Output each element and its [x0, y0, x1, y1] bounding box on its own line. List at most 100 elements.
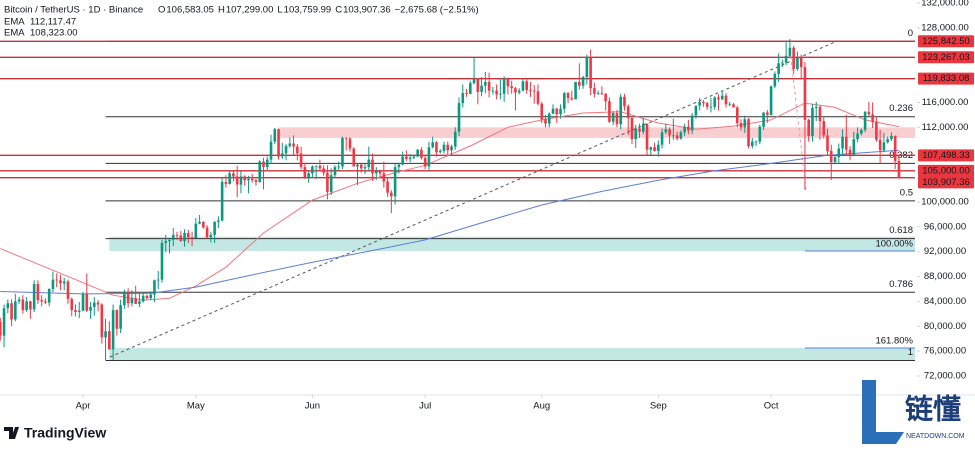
- watermark-text: 链懂: [905, 393, 961, 424]
- candle-body: [837, 148, 841, 158]
- zone: [278, 127, 915, 138]
- price-tag: [918, 51, 974, 64]
- candle-body: [243, 176, 246, 181]
- fib-label: 0.236: [889, 103, 913, 114]
- candle-body: [119, 305, 122, 329]
- candle-body: [382, 173, 386, 182]
- candle-body: [284, 145, 288, 154]
- candle-body: [220, 182, 224, 221]
- candle-body: [713, 97, 716, 107]
- candle-body: [296, 146, 299, 154]
- legend: Bitcoin / TetherUS · 1D · Binance EMA 112…: [4, 5, 479, 39]
- candle-body: [25, 301, 28, 311]
- candle-body: [822, 121, 826, 136]
- candle-body: [641, 123, 645, 132]
- candle-body: [0, 321, 2, 336]
- candle-body: [416, 149, 419, 157]
- candle-body: [833, 157, 837, 163]
- candle-body: [446, 144, 450, 151]
- candle-body: [183, 233, 186, 242]
- fib-label: 1: [908, 347, 913, 358]
- candle-body: [476, 78, 480, 92]
- candle-body: [672, 135, 675, 137]
- extension-label: 100.00%: [875, 239, 913, 250]
- candle-body: [130, 298, 134, 304]
- fib-label: 0.5: [900, 187, 913, 198]
- price-tag-label: 107,498.33: [922, 150, 970, 161]
- candle-body: [111, 310, 115, 350]
- candle-body: [44, 301, 47, 303]
- candle-body: [450, 146, 453, 151]
- ohlc-value: 107,299.00: [226, 5, 274, 16]
- candle-body: [17, 299, 21, 302]
- candle-body: [630, 118, 634, 140]
- x-tick-label: Jun: [305, 401, 320, 412]
- candle-body: [897, 161, 901, 178]
- candle-body: [235, 176, 239, 185]
- y-tick-label: 88,000.00: [924, 271, 966, 282]
- candle-body: [514, 88, 517, 93]
- candle-body: [510, 86, 513, 89]
- candle-body: [292, 143, 295, 147]
- candle-body: [762, 112, 765, 127]
- candle-body: [818, 106, 822, 122]
- zones: [109, 127, 916, 361]
- candle-body: [363, 167, 367, 169]
- candle-body: [250, 178, 254, 181]
- y-tick-label: 100,000.00: [921, 196, 969, 207]
- candle-body: [563, 93, 566, 109]
- candle-body: [438, 150, 442, 153]
- candle-body: [461, 93, 465, 104]
- candle-body: [506, 78, 510, 87]
- candle-body: [254, 180, 258, 183]
- candle-body: [735, 107, 739, 123]
- candle-body: [863, 111, 867, 130]
- candle-body: [698, 101, 701, 106]
- candle-body: [322, 168, 325, 173]
- candle-body: [145, 295, 149, 299]
- candle-body: [589, 57, 592, 89]
- candle-body: [6, 303, 10, 309]
- candle-body: [149, 294, 152, 299]
- price-tag-label: 123,267.03: [922, 52, 970, 63]
- candle-body: [442, 144, 446, 151]
- candle-body: [570, 98, 574, 100]
- candle-body: [96, 302, 100, 305]
- candle-body: [21, 299, 25, 311]
- candle-body: [551, 108, 555, 114]
- candle-body: [683, 126, 686, 133]
- y-tick-label: 128,000.00: [921, 22, 969, 33]
- candle-body: [2, 308, 6, 336]
- ohlc-key: C: [335, 5, 342, 16]
- candle-body: [62, 281, 66, 284]
- candle-body: [751, 141, 754, 146]
- candle-body: [720, 95, 724, 100]
- candle-body: [10, 303, 13, 320]
- price-tag: [918, 72, 974, 85]
- tradingview-logo: TradingView: [4, 425, 106, 441]
- x-tick-label: Jul: [419, 401, 431, 412]
- y-tick-label: 112,000.00: [922, 122, 969, 133]
- watermark: 链懂 NEATDOWN.COM: [862, 380, 965, 444]
- candle-body: [799, 57, 803, 68]
- candle-body: [893, 136, 897, 162]
- candle-body: [371, 159, 374, 174]
- candle-body: [871, 114, 874, 122]
- y-tick-label: 84,000.00: [924, 296, 966, 307]
- y-tick-label: 132,000.00: [921, 0, 969, 9]
- candle-body: [51, 279, 55, 289]
- y-tick-label: 80,000.00: [924, 321, 966, 332]
- candle-body: [814, 106, 818, 109]
- candle-body: [138, 301, 141, 304]
- candle-body: [690, 115, 694, 131]
- fib-label: 0.786: [889, 279, 913, 290]
- zone: [109, 348, 916, 361]
- candle-body: [878, 139, 882, 151]
- candle-body: [803, 67, 807, 120]
- candle-body: [59, 280, 62, 284]
- candle-body: [829, 150, 833, 163]
- candle-body: [657, 144, 660, 151]
- candle-body: [262, 161, 265, 168]
- candle-body: [123, 293, 126, 306]
